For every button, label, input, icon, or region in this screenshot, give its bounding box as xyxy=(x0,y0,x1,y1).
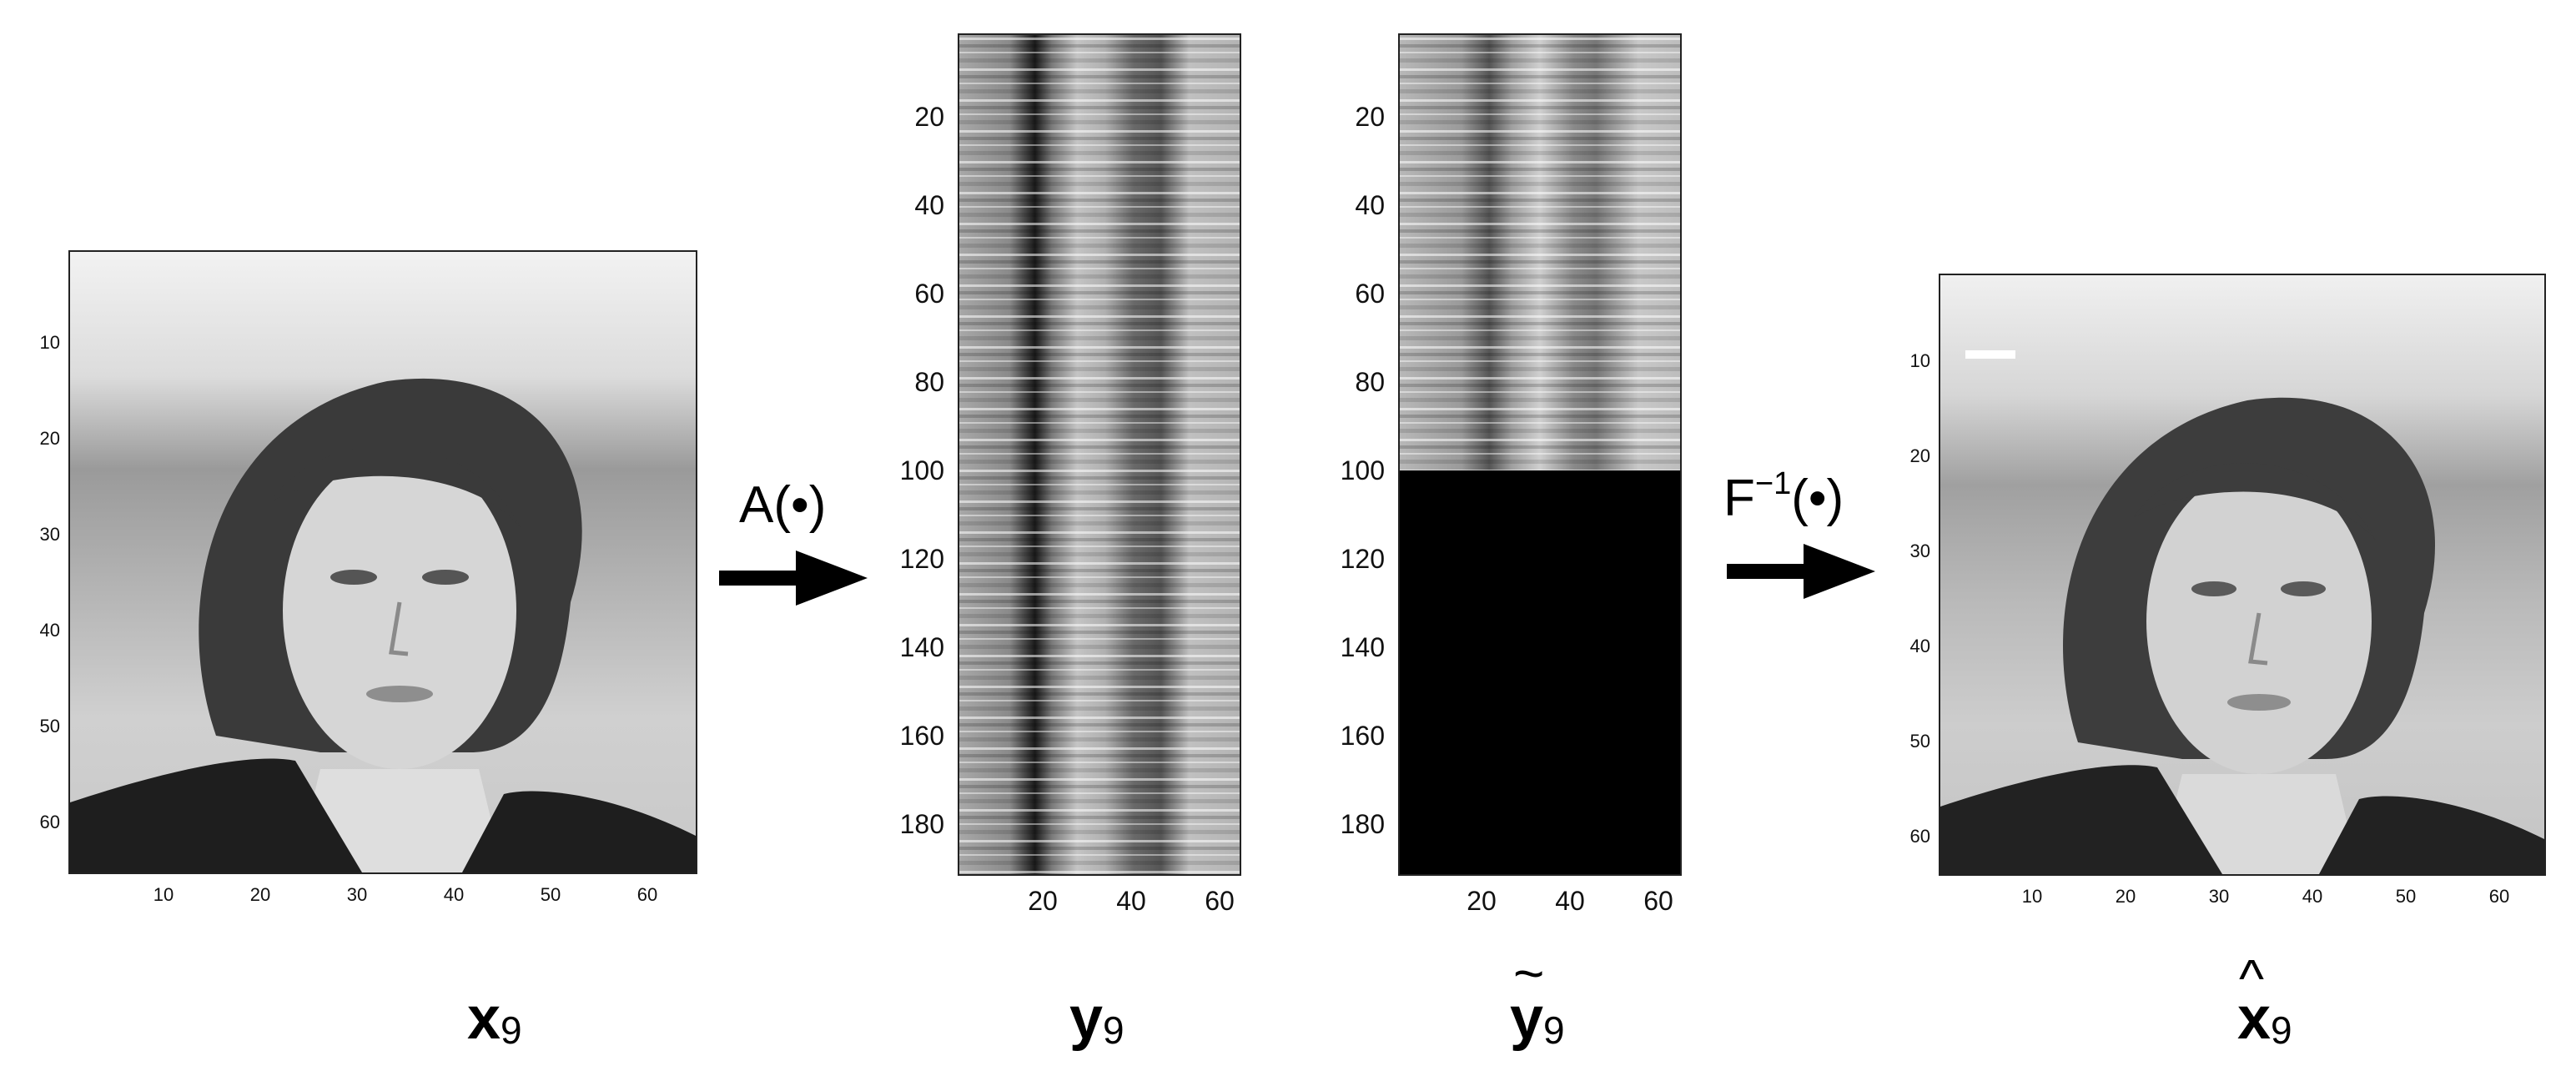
y9-tilde-y-tick: 160 xyxy=(1340,721,1385,751)
x9-hat-x-tick: 20 xyxy=(2115,886,2136,907)
y9-y-tick: 80 xyxy=(914,367,944,397)
caption-y9-tilde-base: y xyxy=(1510,985,1544,1052)
y9-tilde-x-tick: 60 xyxy=(1643,886,1673,916)
caption-x9: x9 xyxy=(467,984,522,1053)
image-x9-hat-panel xyxy=(1939,274,2546,876)
x9-hat-y-tick: 30 xyxy=(1909,540,1930,561)
x9-x-tick: 50 xyxy=(540,884,561,905)
y9-tilde-y-tick: 60 xyxy=(1355,279,1385,309)
forward-operator-label: A(•) xyxy=(739,475,826,535)
x9-hat-x-tick: 10 xyxy=(2021,886,2043,907)
portrait-image-reconstructed xyxy=(1940,275,2544,874)
y9-y-tick: 140 xyxy=(899,632,944,662)
x9-x-tick: 40 xyxy=(443,884,465,905)
inverse-operator-label: F−1(•) xyxy=(1723,466,1844,528)
x9-hat-y-tick: 40 xyxy=(1909,636,1930,656)
y9-y-tick: 120 xyxy=(899,544,944,574)
coefficient-stripes-y9 xyxy=(959,35,1240,874)
right-arrow-icon xyxy=(719,551,868,606)
x9-hat-x-tick: 40 xyxy=(2302,886,2323,907)
y9-tilde-y-tick: 80 xyxy=(1355,367,1385,397)
x9-hat-y-tick: 10 xyxy=(1909,350,1930,371)
y9-y-tick: 100 xyxy=(899,455,944,485)
y9-y-tick: 180 xyxy=(899,809,944,839)
hat-accent: ^ xyxy=(2239,948,2265,1008)
y9-tilde-y-tick: 40 xyxy=(1355,190,1385,220)
forward-operator-dot: • xyxy=(791,476,809,534)
x9-y-tick: 40 xyxy=(39,620,60,641)
portrait-image-original xyxy=(70,252,696,872)
inverse-operator-base: F xyxy=(1723,470,1755,527)
image-y9-panel xyxy=(958,33,1241,876)
y9-tilde-y-tick: 180 xyxy=(1340,809,1385,839)
x9-x-tick: 20 xyxy=(249,884,271,905)
forward-operator-prefix: A( xyxy=(739,476,791,534)
inverse-operator-exponent: −1 xyxy=(1754,466,1792,502)
caption-x9-hat-base: x xyxy=(2237,985,2272,1052)
caption-y9-subscript: 9 xyxy=(1103,1008,1124,1052)
x9-hat-x-tick: 30 xyxy=(2208,886,2230,907)
y9-tilde-x-tick: 40 xyxy=(1555,886,1585,916)
x9-y-tick: 20 xyxy=(39,428,60,449)
image-y9-tilde-panel xyxy=(1398,33,1682,876)
y9-tilde-y-tick: 20 xyxy=(1355,102,1385,132)
caption-x9-hat: ^ x 9 xyxy=(2237,948,2292,1053)
x9-y-tick: 50 xyxy=(39,716,60,737)
caption-x9-base: x xyxy=(467,985,501,1052)
x9-y-tick: 10 xyxy=(39,332,60,353)
x9-x-tick: 60 xyxy=(636,884,658,905)
caption-x9-subscript: 9 xyxy=(501,1008,522,1052)
caption-y9: y9 xyxy=(1069,984,1124,1053)
x9-hat-x-tick: 60 xyxy=(2488,886,2510,907)
x9-hat-y-tick: 60 xyxy=(1909,826,1930,847)
caption-y9-tilde-subscript: 9 xyxy=(1543,1008,1565,1052)
inverse-operator-argument: (•) xyxy=(1791,470,1844,527)
y9-tilde-x-tick: 20 xyxy=(1467,886,1497,916)
caption-x9-hat-subscript: 9 xyxy=(2271,1008,2292,1052)
y9-tilde-y-tick: 140 xyxy=(1340,632,1385,662)
caption-y9-tilde: ~ y 9 xyxy=(1510,943,1565,1053)
x9-x-tick: 30 xyxy=(346,884,368,905)
y9-y-tick: 20 xyxy=(914,102,944,132)
x9-hat-y-tick: 50 xyxy=(1909,731,1930,752)
x9-hat-y-tick: 20 xyxy=(1909,445,1930,466)
y9-x-tick: 20 xyxy=(1028,886,1058,916)
x9-x-tick: 10 xyxy=(153,884,174,905)
y9-y-tick: 60 xyxy=(914,279,944,309)
y9-y-tick: 40 xyxy=(914,190,944,220)
right-arrow-icon xyxy=(1727,544,1875,599)
x9-y-tick: 60 xyxy=(39,812,60,832)
coefficient-stripes-truncated xyxy=(1400,35,1680,874)
x9-hat-x-tick: 50 xyxy=(2395,886,2417,907)
y9-y-tick: 160 xyxy=(899,721,944,751)
caption-y9-base: y xyxy=(1069,985,1104,1052)
y9-x-tick: 60 xyxy=(1205,886,1235,916)
forward-operator-suffix: ) xyxy=(808,476,827,534)
y9-tilde-y-tick: 120 xyxy=(1340,544,1385,574)
x9-y-tick: 30 xyxy=(39,524,60,545)
y9-x-tick: 40 xyxy=(1116,886,1146,916)
y9-tilde-y-tick: 100 xyxy=(1340,455,1385,485)
tilde-accent: ~ xyxy=(1513,943,1545,1003)
image-x9-panel xyxy=(68,250,697,874)
